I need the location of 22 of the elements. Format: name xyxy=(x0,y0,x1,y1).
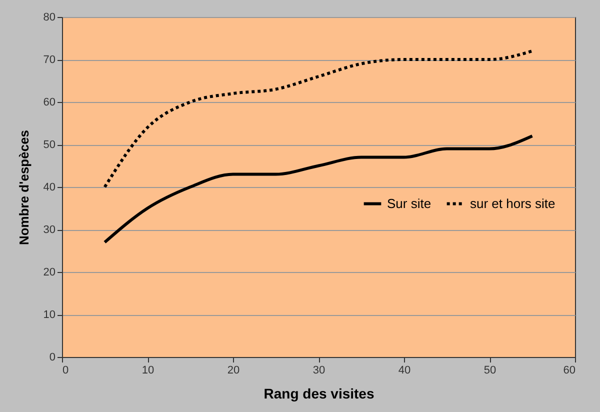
line-series xyxy=(103,50,534,188)
x-axis-title: Rang des visites xyxy=(264,386,374,402)
y-tick-label: 60 xyxy=(43,96,56,108)
y-axis-title: Nombre d'espèces xyxy=(16,130,32,246)
x-tick-label: 20 xyxy=(227,364,240,376)
x-tick-label: 10 xyxy=(142,364,154,376)
x-tick-label: 60 xyxy=(563,364,576,376)
y-tick-label: 50 xyxy=(43,139,56,151)
x-tick-label: 50 xyxy=(484,364,496,376)
legend-label: Sur site xyxy=(387,196,432,211)
y-tick-label: 10 xyxy=(43,309,56,321)
x-tick-label: 0 xyxy=(62,364,69,376)
y-tick-label: 30 xyxy=(43,224,56,236)
x-tick-label: 40 xyxy=(398,364,411,376)
y-tick-label: 80 xyxy=(43,12,56,24)
line-series xyxy=(103,134,534,244)
y-tick-label: 0 xyxy=(49,352,56,364)
x-tick-label: 30 xyxy=(312,364,326,376)
y-tick-label: 20 xyxy=(43,266,56,278)
y-tick-label: 70 xyxy=(43,54,56,66)
y-tick-label: 40 xyxy=(43,182,56,194)
legend-label: sur et hors site xyxy=(470,196,556,211)
